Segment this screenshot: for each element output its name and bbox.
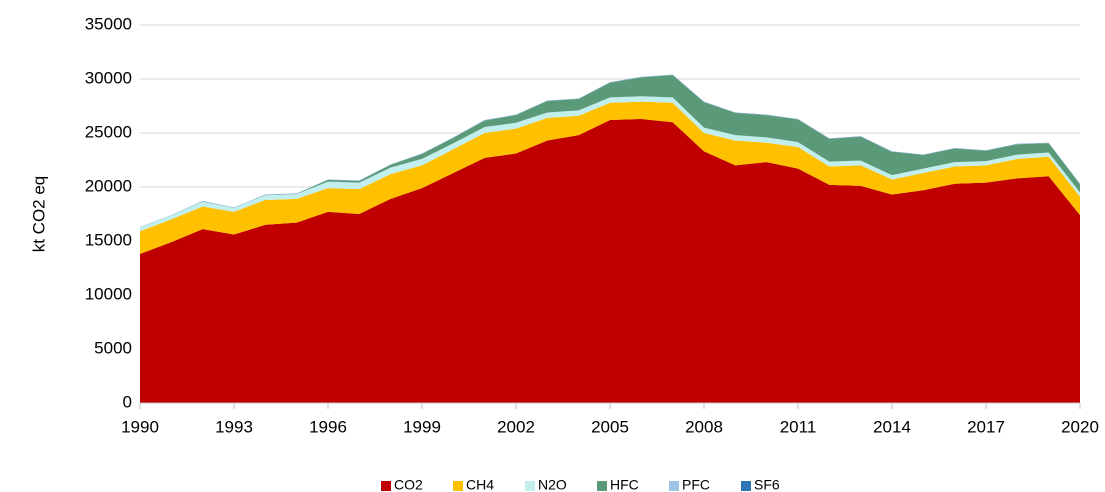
x-tick-label: 2017 [967, 417, 1005, 436]
legend-swatch [525, 481, 535, 491]
x-tick-label: 1999 [403, 417, 441, 436]
legend-swatch [741, 481, 751, 491]
x-tick-label: 1996 [309, 417, 347, 436]
x-tick-label: 2020 [1061, 417, 1099, 436]
y-tick-label: 15000 [85, 230, 132, 249]
y-tick-label: 30000 [85, 68, 132, 87]
legend-label: CH4 [466, 477, 494, 492]
legend-swatch [597, 481, 607, 491]
y-tick-label: 25000 [85, 122, 132, 141]
legend-label: CO2 [394, 477, 423, 492]
x-tick-label: 2011 [780, 417, 817, 436]
y-tick-label: 10000 [85, 284, 132, 303]
legend-swatch [381, 481, 391, 491]
y-tick-label: 20000 [85, 176, 132, 195]
y-tick-label: 35000 [85, 14, 132, 33]
x-tick-label: 1990 [121, 417, 159, 436]
legend-swatch [669, 481, 679, 491]
y-axis-label: kt CO2 eq [29, 176, 48, 253]
legend-label: HFC [610, 477, 639, 492]
y-tick-label: 5000 [94, 338, 132, 357]
area [140, 118, 1080, 404]
x-tick-label: 2008 [685, 417, 723, 436]
x-tick-label: 2002 [497, 417, 535, 436]
x-tick-label: 1993 [215, 417, 253, 436]
legend-label: SF6 [754, 477, 780, 492]
legend-label: PFC [682, 477, 710, 492]
legend-swatch [453, 481, 463, 491]
x-tick-label: 2014 [873, 417, 911, 436]
legend-label: N2O [538, 477, 567, 492]
y-tick-label: 0 [123, 392, 132, 411]
x-tick-label: 2005 [591, 417, 629, 436]
